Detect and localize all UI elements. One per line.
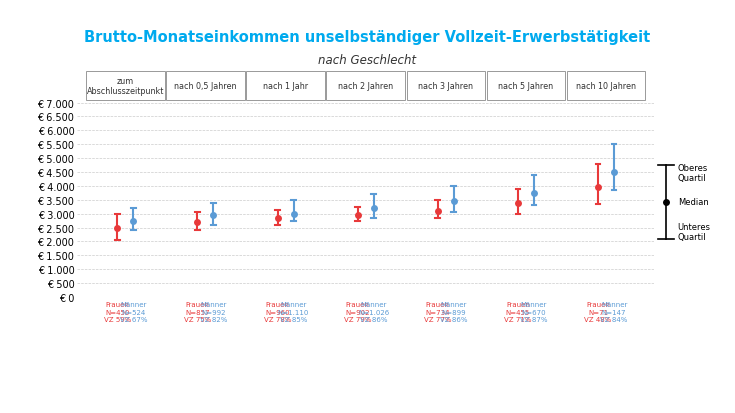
Text: Frauen
N=455
VZ 71%: Frauen N=455 VZ 71% bbox=[504, 301, 531, 323]
Text: nach 5 Jahren: nach 5 Jahren bbox=[498, 82, 553, 91]
Text: nach 2 Jahren: nach 2 Jahren bbox=[338, 82, 393, 91]
Text: Frauen
N=450
VZ 59%: Frauen N=450 VZ 59% bbox=[104, 301, 131, 323]
Text: Männer
N=992
VZ 82%: Männer N=992 VZ 82% bbox=[200, 301, 227, 323]
Text: Männer
N=147
VZ 84%: Männer N=147 VZ 84% bbox=[600, 301, 628, 323]
Text: Oberes
Quartil: Oberes Quartil bbox=[678, 163, 708, 183]
Text: nach 10 Jahren: nach 10 Jahren bbox=[576, 82, 636, 91]
Text: nach Geschlecht: nach Geschlecht bbox=[318, 55, 417, 67]
Text: nach 1 Jahr: nach 1 Jahr bbox=[263, 82, 308, 91]
Text: nach 0,5 Jahren: nach 0,5 Jahren bbox=[174, 82, 237, 91]
Text: Frauen
N=902
VZ 79%: Frauen N=902 VZ 79% bbox=[344, 301, 371, 323]
Text: Männer
N=1.026
VZ 86%: Männer N=1.026 VZ 86% bbox=[358, 301, 390, 323]
Text: Frauen
N=734
VZ 77%: Frauen N=734 VZ 77% bbox=[424, 301, 451, 323]
Text: Frauen
N=71
VZ 48%: Frauen N=71 VZ 48% bbox=[584, 301, 612, 323]
Text: Unteres
Quartil: Unteres Quartil bbox=[678, 222, 711, 242]
Text: nach 3 Jahren: nach 3 Jahren bbox=[418, 82, 473, 91]
Text: Männer
N=670
VZ 87%: Männer N=670 VZ 87% bbox=[520, 301, 548, 323]
Text: Median: Median bbox=[678, 198, 709, 207]
Text: Frauen
N=857
VZ 75%: Frauen N=857 VZ 75% bbox=[184, 301, 211, 323]
Text: Brutto-Monatseinkommen unselbständiger Vollzeit-Erwerbstätigkeit: Brutto-Monatseinkommen unselbständiger V… bbox=[85, 30, 650, 45]
Text: Frauen
N=960
VZ 78%: Frauen N=960 VZ 78% bbox=[264, 301, 291, 323]
Text: Männer
N=524
VZ 67%: Männer N=524 VZ 67% bbox=[120, 301, 147, 323]
Text: zum
Abschlusszeitpunkt: zum Abschlusszeitpunkt bbox=[87, 77, 164, 96]
Text: Männer
N=899
VZ 86%: Männer N=899 VZ 86% bbox=[440, 301, 467, 323]
Text: Männer
N=1.110
VZ 85%: Männer N=1.110 VZ 85% bbox=[278, 301, 309, 323]
